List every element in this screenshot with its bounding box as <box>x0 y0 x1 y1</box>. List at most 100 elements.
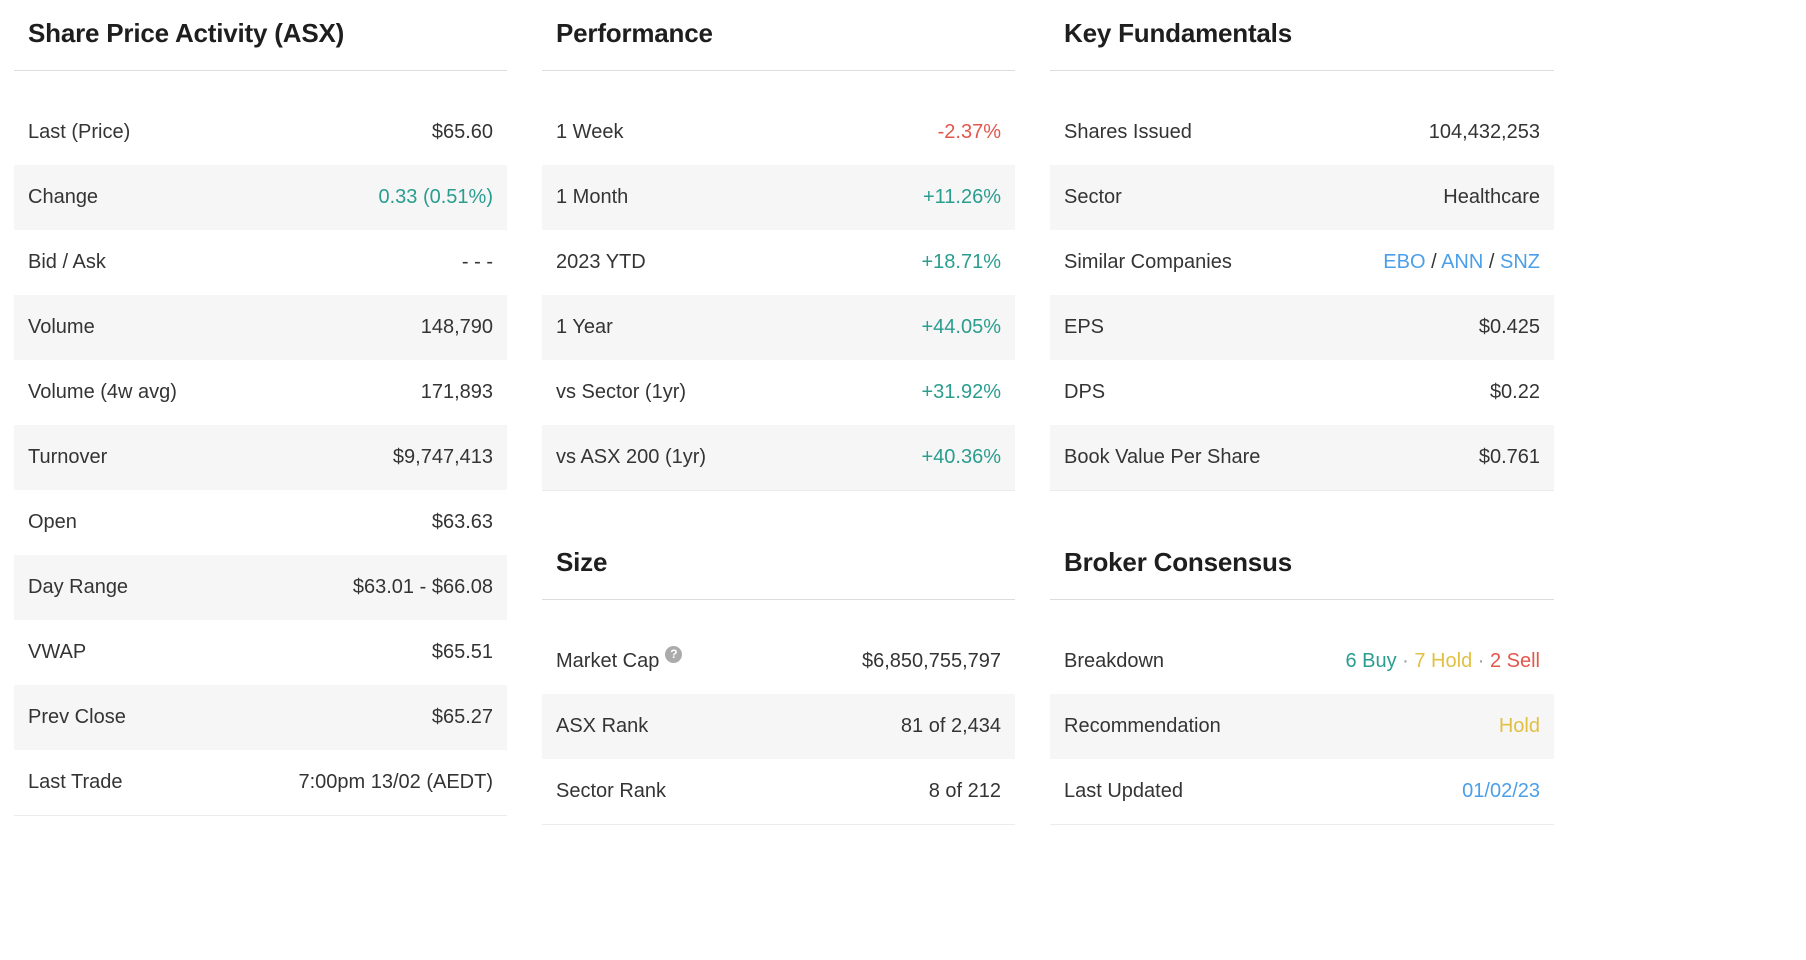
row-value: 81 of 2,434 <box>901 715 1001 738</box>
value-part: 8 of 212 <box>928 780 1001 802</box>
table-row: Day Range $63.01 - $66.08 <box>14 555 507 620</box>
section-size: Size Market Cap? $6,850,755,797 ASX Rank 81… <box>542 547 1015 825</box>
column-share-price: Share Price Activity (ASX) Last (Price) $… <box>14 18 507 816</box>
hold-count: 7 Hold <box>1414 650 1473 672</box>
table-row: 1 Year +44.05% <box>542 295 1015 360</box>
share-price-table: Last (Price) $65.60 Change 0.33 (0.51%) Bid … <box>14 100 507 816</box>
value-part: / <box>1483 251 1500 273</box>
row-value: 148,790 <box>421 316 493 339</box>
performance-table: 1 Week -2.37% 1 Month +11.26% 2023 YTD +18.71… <box>542 100 1015 491</box>
row-value: $63.63 <box>432 511 493 534</box>
row-label: Volume <box>28 316 95 338</box>
section-title-key-fundamentals: Key Fundamentals <box>1064 18 1292 48</box>
row-label: 1 Week <box>556 121 624 143</box>
similar-company-link-ebo[interactable]: EBO <box>1383 251 1426 273</box>
value-part: 148,790 <box>420 316 493 338</box>
table-row: Market Cap? $6,850,755,797 <box>542 629 1015 694</box>
row-label: vs Sector (1yr) <box>556 381 687 403</box>
row-label: EPS <box>1064 316 1105 338</box>
sell-count: 2 Sell <box>1489 650 1540 672</box>
value-part: $65.51 <box>431 641 493 663</box>
row-label: Breakdown <box>1064 650 1165 672</box>
table-row: Recommendation Hold <box>1050 694 1554 759</box>
row-value: +18.71% <box>921 251 1001 274</box>
row-label: ASX Rank <box>556 715 649 737</box>
row-value: 171,893 <box>421 381 493 404</box>
row-label: Sector <box>1064 186 1122 208</box>
table-row: DPS $0.22 <box>1050 360 1554 425</box>
row-label: Book Value Per Share <box>1064 446 1261 468</box>
value-part: +31.92% <box>921 381 1001 403</box>
table-row: Prev Close $65.27 <box>14 685 507 750</box>
table-row: EPS $0.425 <box>1050 295 1554 360</box>
table-row: Last Trade 7:00pm 13/02 (AEDT) <box>14 750 507 815</box>
row-value: $9,747,413 <box>393 446 493 469</box>
value-part: $9,747,413 <box>392 446 493 468</box>
row-label: 1 Year <box>556 316 613 338</box>
value-part: Healthcare <box>1443 186 1540 208</box>
table-row: Turnover $9,747,413 <box>14 425 507 490</box>
table-row: Change 0.33 (0.51%) <box>14 165 507 230</box>
fundamentals-table: Shares Issued 104,432,253 Sector Healthcare… <box>1050 100 1554 491</box>
row-label: Volume (4w avg) <box>28 381 177 403</box>
table-row: ASX Rank 81 of 2,434 <box>542 694 1015 759</box>
value-part: 81 of 2,434 <box>900 715 1001 737</box>
table-row: Volume (4w avg) 171,893 <box>14 360 507 425</box>
section-header: Broker Consensus <box>1050 547 1554 600</box>
section-performance: Performance 1 Week -2.37% 1 Month +11.26% 20… <box>542 18 1015 491</box>
row-value: - - - <box>462 251 493 274</box>
similar-company-link-snz[interactable]: SNZ <box>1500 251 1540 273</box>
table-row: vs Sector (1yr) +31.92% <box>542 360 1015 425</box>
row-value: -2.37% <box>938 121 1001 144</box>
row-value: EBO / ANN / SNZ <box>1383 251 1540 274</box>
section-header: Size <box>542 547 1015 600</box>
section-key-fundamentals: Key Fundamentals Shares Issued 104,432,25… <box>1050 18 1554 491</box>
row-label: Turnover <box>28 446 108 468</box>
value-part: -2.37% <box>937 121 1001 143</box>
row-value: 7:00pm 13/02 (AEDT) <box>298 771 493 794</box>
last-updated-link[interactable]: 01/02/23 <box>1462 780 1540 802</box>
row-value: $63.01 - $66.08 <box>353 576 493 599</box>
value-part: - - - <box>461 251 493 273</box>
section-title-broker-consensus: Broker Consensus <box>1064 547 1292 577</box>
row-value: Hold <box>1499 715 1540 738</box>
table-row: Sector Healthcare <box>1050 165 1554 230</box>
row-label: Last (Price) <box>28 121 131 143</box>
row-label: vs ASX 200 (1yr) <box>556 446 707 468</box>
row-value: 6 Buy · 7 Hold · 2 Sell <box>1345 650 1540 673</box>
row-label: DPS <box>1064 381 1106 403</box>
section-share-price-activity: Share Price Activity (ASX) Last (Price) $… <box>14 18 507 816</box>
row-value: $0.425 <box>1479 316 1540 339</box>
value-part: +11.26% <box>922 186 1001 208</box>
buy-count: 6 Buy <box>1345 650 1397 672</box>
row-label: Similar Companies <box>1064 251 1232 273</box>
table-row: Similar Companies EBO / ANN / SNZ <box>1050 230 1554 295</box>
similar-company-link-ann[interactable]: ANN <box>1441 251 1484 273</box>
row-value: 104,432,253 <box>1429 121 1540 144</box>
column-performance-size: Performance 1 Week -2.37% 1 Month +11.26% 20… <box>542 18 1015 825</box>
row-label: Last Updated <box>1064 780 1183 802</box>
row-value: 01/02/23 <box>1462 780 1540 803</box>
value-part: $65.27 <box>431 706 493 728</box>
value-part: 104,432,253 <box>1428 121 1540 143</box>
value-part: · <box>1472 650 1490 672</box>
row-label: Last Trade <box>28 771 123 793</box>
help-icon[interactable]: ? <box>665 646 683 663</box>
value-part: · <box>1396 650 1415 672</box>
row-label: Prev Close <box>28 706 126 728</box>
value-part: +44.05% <box>921 316 1001 338</box>
row-label: VWAP <box>28 641 87 663</box>
row-value: +44.05% <box>921 316 1001 339</box>
value-part: / <box>1425 251 1442 273</box>
columns-grid: Share Price Activity (ASX) Last (Price) $… <box>14 18 1806 825</box>
value-part: +18.71% <box>921 251 1001 273</box>
row-value: +11.26% <box>923 186 1001 209</box>
row-label: Recommendation <box>1064 715 1221 737</box>
section-broker-consensus: Broker Consensus Breakdown 6 Buy · 7 Hold… <box>1050 547 1554 825</box>
table-row: Shares Issued 104,432,253 <box>1050 100 1554 165</box>
table-row: vs ASX 200 (1yr) +40.36% <box>542 425 1015 490</box>
table-row: Breakdown 6 Buy · 7 Hold · 2 Sell <box>1050 629 1554 694</box>
value-part: $0.425 <box>1478 316 1540 338</box>
value-part: Hold <box>1498 715 1540 737</box>
row-value: $6,850,755,797 <box>862 650 1001 673</box>
